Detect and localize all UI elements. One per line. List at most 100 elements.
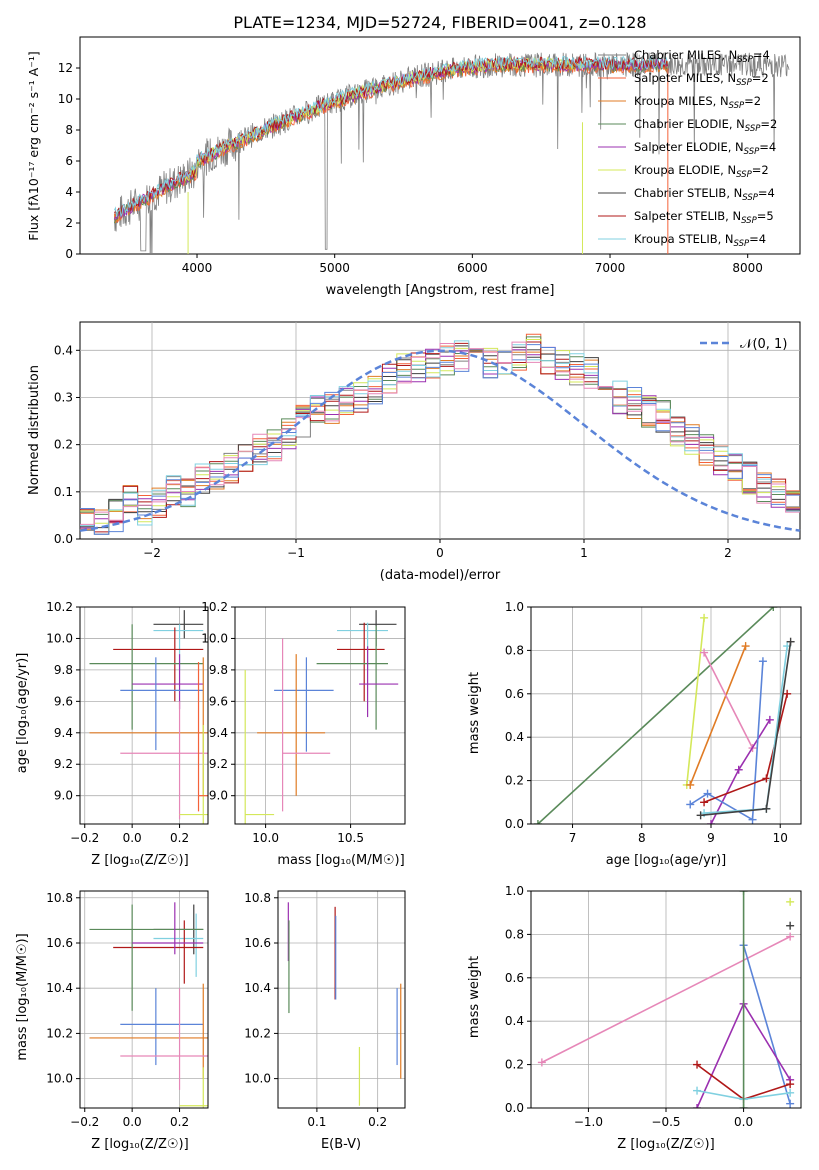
y-tick-label: 9.2	[209, 757, 228, 771]
x-tick-label: −0.2	[70, 831, 99, 845]
p3-ylabel: age [log₁₀(age/yr)]	[15, 653, 30, 774]
weight-line	[689, 661, 764, 822]
panel-data	[89, 902, 208, 1108]
p8-xlabel: Z [log₁₀(Z/Z☉)]	[617, 1137, 714, 1152]
histogram-step-series	[80, 344, 800, 535]
panel-data	[287, 902, 402, 1106]
y-tick-label: 0.4	[505, 1014, 524, 1028]
x-tick-label: 0.2	[368, 1115, 387, 1129]
y-tick-label: 9.6	[209, 694, 228, 708]
spectrum-xlabel: wavelength [Angstrom, rest frame]	[326, 283, 555, 298]
y-tick-label: 10.2	[244, 1026, 271, 1040]
x-tick-label: 0.2	[170, 831, 189, 845]
x-tick-label: 2	[724, 546, 732, 560]
y-tick-label: 9.4	[54, 726, 73, 740]
panel-data	[244, 610, 399, 824]
weight-vs-age-panel: 7 8 9 10 0.0 0.2 0.4 0.6 0.8 1.0	[505, 600, 802, 845]
p3-xlabel: Z [log₁₀(Z/Z☉)]	[91, 853, 188, 868]
histogram-steps	[79, 333, 801, 535]
legend-label: Chabrier MILES, NSSP=4	[634, 48, 770, 65]
mass-vs-ebv-panel: 0.1 0.2 10.0 10.2 10.4 10.6 10.8	[244, 890, 406, 1129]
x-tick-label: 0.0	[123, 1115, 142, 1129]
p5-xlabel: age [log₁₀(age/yr)]	[606, 853, 727, 868]
weight-line	[742, 945, 791, 1104]
y-tick-label: 0.0	[505, 817, 524, 831]
model-fit-line	[113, 55, 668, 218]
y-tick-label: 10.0	[201, 631, 228, 645]
y-tick-label: 10.2	[201, 600, 228, 614]
x-tick-label: 9	[707, 831, 715, 845]
y-tick-label: 12	[58, 61, 73, 75]
model-fit-line	[113, 55, 668, 218]
y-tick-label: 10.8	[244, 891, 271, 905]
x-tick-label: 0	[436, 546, 444, 560]
weight-line	[704, 645, 788, 814]
p4-xlabel: mass [log₁₀(M/M☉)]	[277, 853, 404, 868]
y-tick-label: 10.2	[46, 1026, 73, 1040]
y-tick-label: 10.0	[46, 1072, 73, 1086]
y-tick-label: 0.1	[54, 485, 73, 499]
y-tick-label: 6	[65, 154, 73, 168]
y-tick-label: 0.6	[505, 971, 524, 985]
y-tick-label: 9.0	[54, 789, 73, 803]
normal-legend-label: 𝒩(0, 1)	[740, 337, 787, 352]
weight-line	[686, 617, 705, 785]
x-tick-label: 8	[638, 831, 646, 845]
legend-label: Kroupa MILES, NSSP=2	[634, 94, 761, 111]
y-tick-label: 0.2	[505, 1058, 524, 1072]
spectrum-legend: Chabrier MILES, NSSP=4 Salpeter MILES, NS…	[598, 48, 777, 249]
y-tick-label: 0.0	[54, 532, 73, 546]
y-tick-label: 0.3	[54, 390, 73, 404]
x-tick-label: −0.2	[70, 1115, 99, 1129]
age-vs-metallicity-panel: −0.2 0.0 0.2 9.0 9.2 9.4 9.6 9.8 10.0 10.2	[46, 600, 209, 845]
x-tick-label: 0.1	[307, 1115, 326, 1129]
normal-curve	[79, 349, 801, 532]
legend-label: Salpeter ELODIE, NSSP=4	[634, 140, 776, 157]
x-tick-label: 5000	[319, 261, 350, 275]
y-tick-label: 1.0	[505, 600, 524, 614]
y-tick-label: 2	[65, 216, 73, 230]
x-tick-label: 7000	[595, 261, 626, 275]
histogram-ylabel: Normed distribution	[27, 365, 42, 495]
age-vs-mass-panel: 10.0 10.5 9.0 9.2 9.4 9.6 9.8 10.0 10.2	[201, 600, 406, 845]
x-tick-label: 0.0	[123, 831, 142, 845]
histogram-xlabel: (data-model)/error	[380, 568, 501, 583]
spectrum-ticks: 4000 5000 6000 7000 8000 0 2 4 6 8 10 12	[58, 61, 763, 275]
model-fit-line	[182, 56, 583, 182]
y-tick-label: 9.6	[54, 694, 73, 708]
weight-vs-metallicity-panel: −1.0 −0.5 0.0 0.0 0.2 0.4 0.6 0.8 1.0	[505, 884, 802, 1129]
y-tick-label: 0.6	[505, 687, 524, 701]
y-tick-label: 9.2	[54, 757, 73, 771]
x-tick-label: 10	[773, 831, 788, 845]
spectrum-panel: 4000 5000 6000 7000 8000 0 2 4 6 8 10 12 Chabrier M…	[26, 36, 801, 298]
y-tick-label: 10.4	[46, 981, 73, 995]
y-tick-label: 10.6	[46, 936, 73, 950]
legend-label: Kroupa ELODIE, NSSP=2	[634, 163, 769, 180]
x-tick-label: 4000	[182, 261, 213, 275]
y-tick-label: 0	[65, 247, 73, 261]
p7-xlabel: E(B-V)	[321, 1137, 361, 1152]
x-tick-label: 6000	[457, 261, 488, 275]
y-tick-label: 10.0	[244, 1072, 271, 1086]
panel-frame	[234, 606, 406, 825]
y-tick-label: 0.8	[505, 927, 524, 941]
x-tick-label: 10.5	[337, 831, 364, 845]
y-tick-label: 10	[58, 92, 73, 106]
y-tick-label: 0.4	[505, 730, 524, 744]
y-tick-label: 10.8	[46, 891, 73, 905]
figure-title: PLATE=1234, MJD=52724, FIBERID=0041, z=0…	[233, 13, 646, 32]
legend-label: Salpeter STELIB, NSSP=5	[634, 209, 774, 226]
y-tick-label: 9.0	[209, 789, 228, 803]
weight-line	[710, 719, 771, 824]
x-tick-label: 1	[580, 546, 588, 560]
p6-ylabel: mass [log₁₀(M/M☉)]	[15, 933, 30, 1060]
y-tick-label: 0.2	[54, 438, 73, 452]
x-tick-label: −1	[287, 546, 305, 560]
x-tick-label: 0.0	[734, 1115, 753, 1129]
p6-xlabel: Z [log₁₀(Z/Z☉)]	[91, 1137, 188, 1152]
p8-ylabel: mass weight	[467, 956, 482, 1038]
histogram-ticks: −2 −1 0 1 2 0.0 0.1 0.2 0.3 0.4	[54, 343, 732, 560]
legend-label: Chabrier ELODIE, NSSP=2	[634, 117, 777, 134]
y-tick-label: 0.0	[505, 1101, 524, 1115]
